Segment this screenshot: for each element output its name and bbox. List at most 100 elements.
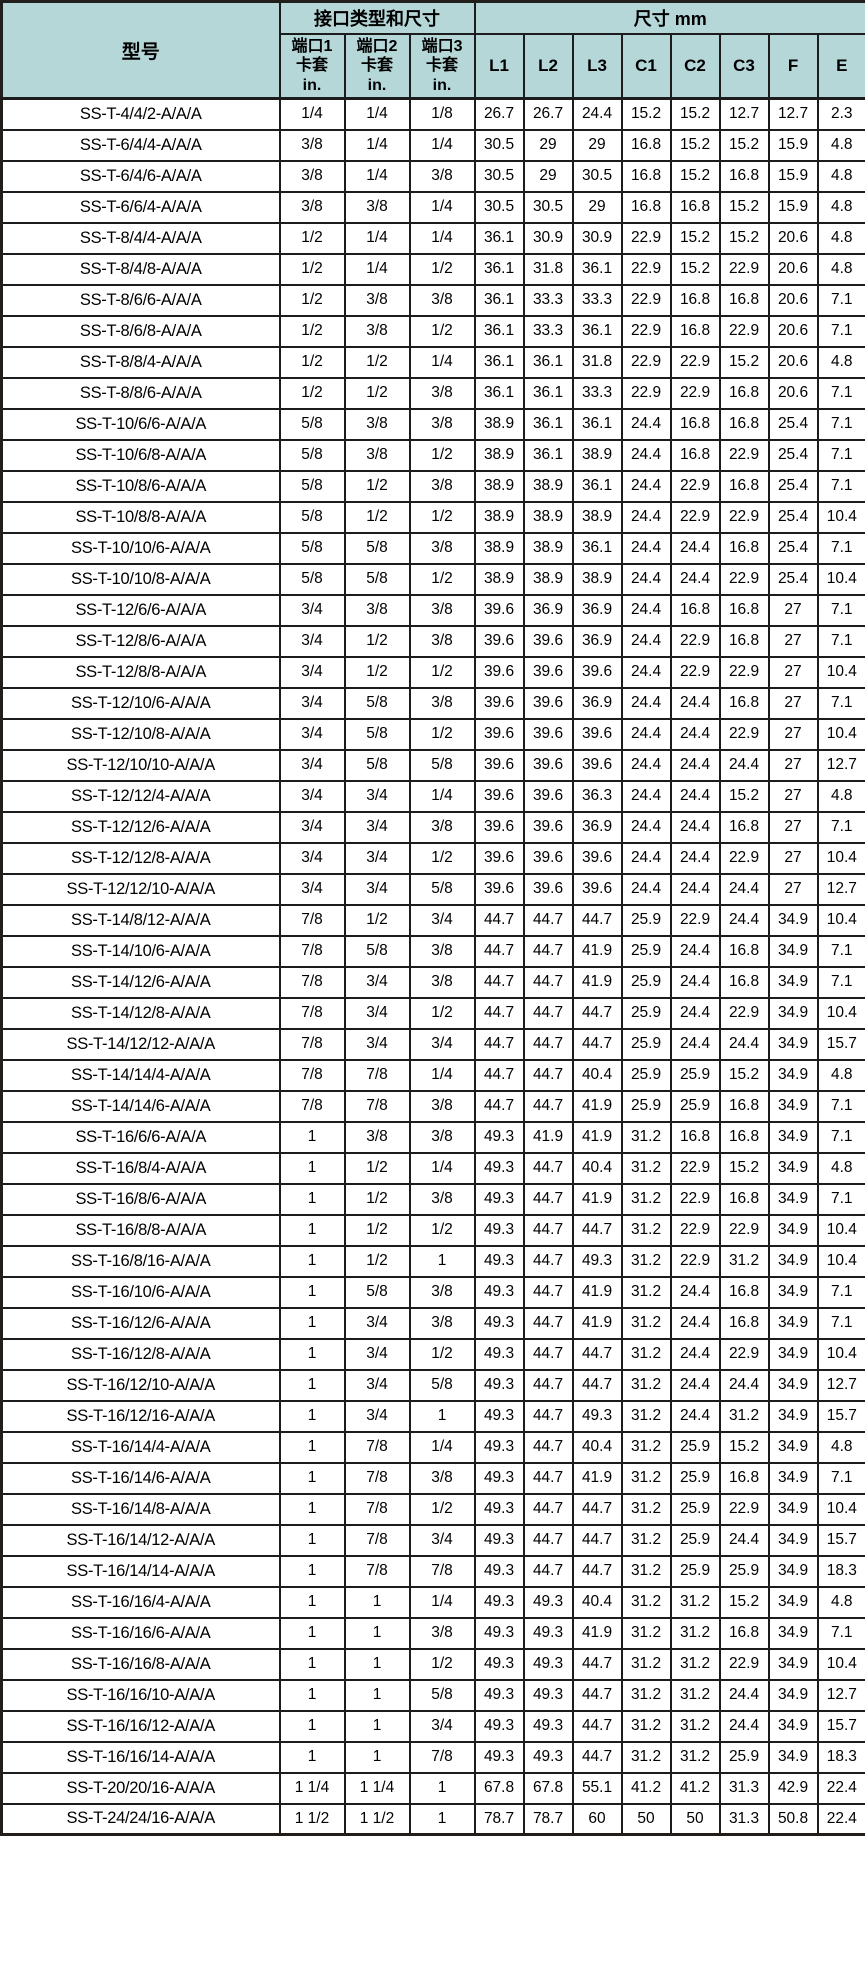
dim-cell-c1: 22.9: [620, 283, 672, 317]
dim-cell-c3: 16.8: [718, 1275, 770, 1309]
table-row: SS-T-12/12/6-A/A/A 3/4 3/4 3/8 39.6 39.6 36.9 2…: [0, 810, 865, 844]
port2-cell: 1/2: [343, 655, 411, 689]
dim-cell-l1: 38.9: [473, 407, 525, 441]
dim-cell-c2: 22.9: [669, 903, 721, 937]
dim-cell-c3: 24.4: [718, 748, 770, 782]
port2-cell: 1 1/2: [343, 1802, 411, 1836]
dim-cell-l1: 30.5: [473, 190, 525, 224]
dim-cell-c1: 24.4: [620, 531, 672, 565]
dim-cell-l3: 44.7: [571, 1492, 623, 1526]
dim-cell-f: 27: [767, 872, 819, 906]
dim-cell-c3: 22.9: [718, 314, 770, 348]
dim-cell-e: 4.8: [816, 1430, 865, 1464]
dim-cell-c2: 31.2: [669, 1616, 721, 1650]
dim-cell-l1: 44.7: [473, 903, 525, 937]
dim-cell-l2: 29: [522, 128, 574, 162]
dim-cell-l1: 49.3: [473, 1740, 525, 1774]
dim-cell-c1: 31.2: [620, 1554, 672, 1588]
dim-cell-e: 7.1: [816, 810, 865, 844]
table-row: SS-T-12/12/8-A/A/A 3/4 3/4 1/2 39.6 39.6 39.6 2…: [0, 841, 865, 875]
dim-cell-l2: 44.7: [522, 1244, 574, 1278]
dim-cell-l3: 36.1: [571, 531, 623, 565]
port3-cell: 1/4: [408, 779, 476, 813]
dim-cell-l1: 44.7: [473, 1089, 525, 1123]
dim-cell-f: 27: [767, 810, 819, 844]
port2-cell: 3/8: [343, 438, 411, 472]
table-row: SS-T-12/12/10-A/A/A 3/4 3/4 5/8 39.6 39.6 39.6…: [0, 872, 865, 906]
port1-cell: 3/4: [278, 810, 346, 844]
dim-cell-l3: 44.7: [571, 1678, 623, 1712]
dim-cell-f: 34.9: [767, 1027, 819, 1061]
dim-cell-e: 2.3: [816, 97, 865, 131]
port3-cell: 3/8: [408, 810, 476, 844]
dim-cell-l2: 44.7: [522, 1213, 574, 1247]
dim-cell-c2: 22.9: [669, 1182, 721, 1216]
port3-cell: 7/8: [408, 1740, 476, 1774]
dim-cell-l2: 49.3: [522, 1678, 574, 1712]
dim-cell-c2: 24.4: [669, 717, 721, 751]
dim-cell-e: 7.1: [816, 283, 865, 317]
port3-cell: 1/4: [408, 1058, 476, 1092]
dim-cell-c3: 24.4: [718, 903, 770, 937]
dim-cell-l2: 38.9: [522, 531, 574, 565]
dim-cell-f: 34.9: [767, 1523, 819, 1557]
dim-cell-l3: 44.7: [571, 1709, 623, 1743]
dim-cell-l3: 41.9: [571, 965, 623, 999]
dim-cell-l3: 60: [571, 1802, 623, 1836]
port1-cell: 1: [278, 1647, 346, 1681]
model-cell: SS-T-4/4/2-A/A/A: [0, 97, 281, 131]
dim-cell-c1: 31.2: [620, 1616, 672, 1650]
col-header-l3: L3: [571, 33, 623, 100]
dim-cell-c2: 16.8: [669, 190, 721, 224]
port2-cell: 3/8: [343, 190, 411, 224]
dim-cell-l2: 36.1: [522, 345, 574, 379]
dim-cell-f: 27: [767, 717, 819, 751]
model-cell: SS-T-16/14/8-A/A/A: [0, 1492, 281, 1526]
port3-cell: 3/8: [408, 407, 476, 441]
dim-cell-c1: 24.4: [620, 500, 672, 534]
port3-cell: 1/4: [408, 1430, 476, 1464]
table-row: SS-T-10/10/6-A/A/A 5/8 5/8 3/8 38.9 38.9 36.1 2…: [0, 531, 865, 565]
dim-cell-c2: 24.4: [669, 996, 721, 1030]
dim-cell-f: 34.9: [767, 1740, 819, 1774]
port1-cell: 3/4: [278, 624, 346, 658]
dim-cell-l1: 39.6: [473, 624, 525, 658]
dim-cell-l2: 44.7: [522, 903, 574, 937]
dim-cell-l2: 44.7: [522, 1523, 574, 1557]
table-row: SS-T-16/6/6-A/A/A 1 3/8 3/8 49.3 41.9 41.9 31.2…: [0, 1120, 865, 1154]
dim-cell-l1: 49.3: [473, 1399, 525, 1433]
port3-cell: 1/4: [408, 128, 476, 162]
dim-cell-l1: 49.3: [473, 1678, 525, 1712]
port1-cell: 1/2: [278, 345, 346, 379]
dim-cell-e: 7.1: [816, 1182, 865, 1216]
dim-cell-e: 4.8: [816, 779, 865, 813]
port2-cell: 7/8: [343, 1058, 411, 1092]
dim-cell-l1: 38.9: [473, 562, 525, 596]
port1-cell: 1/2: [278, 314, 346, 348]
dim-cell-e: 7.1: [816, 593, 865, 627]
dim-cell-c3: 15.2: [718, 190, 770, 224]
port2-cell: 5/8: [343, 717, 411, 751]
port3-label-unit: in.: [432, 76, 452, 94]
dim-cell-e: 7.1: [816, 965, 865, 999]
port3-cell: 3/8: [408, 1306, 476, 1340]
port2-cell: 1: [343, 1678, 411, 1712]
model-cell: SS-T-8/6/6-A/A/A: [0, 283, 281, 317]
dim-cell-c1: 24.4: [620, 810, 672, 844]
dim-cell-c2: 15.2: [669, 97, 721, 131]
model-cell: SS-T-10/6/6-A/A/A: [0, 407, 281, 441]
port2-cell: 3/4: [343, 965, 411, 999]
dim-cell-c1: 24.4: [620, 872, 672, 906]
dim-cell-c3: 16.8: [718, 1616, 770, 1650]
port3-label-line1: 端口3: [421, 37, 463, 55]
dim-cell-l1: 30.5: [473, 128, 525, 162]
dim-cell-f: 34.9: [767, 1120, 819, 1154]
dim-cell-l3: 36.1: [571, 407, 623, 441]
dim-cell-l3: 39.6: [571, 872, 623, 906]
dim-cell-l3: 49.3: [571, 1399, 623, 1433]
dim-cell-l3: 44.7: [571, 1554, 623, 1588]
table-row: SS-T-8/6/6-A/A/A 1/2 3/8 3/8 36.1 33.3 33.3 22.…: [0, 283, 865, 317]
dim-cell-e: 15.7: [816, 1709, 865, 1743]
dim-cell-c2: 22.9: [669, 1151, 721, 1185]
table-row: SS-T-12/10/10-A/A/A 3/4 5/8 5/8 39.6 39.6 39.6…: [0, 748, 865, 782]
